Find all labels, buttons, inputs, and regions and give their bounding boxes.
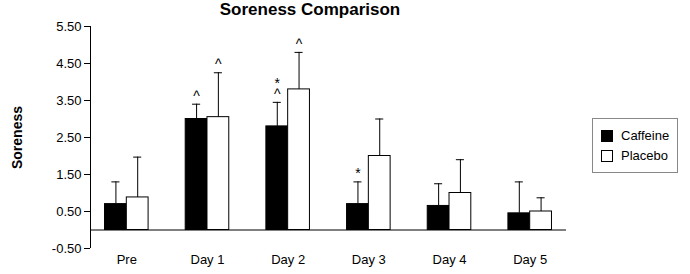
svg-text:4.50: 4.50 <box>56 56 81 71</box>
svg-text:Soreness: Soreness <box>9 106 25 169</box>
svg-text:^: ^ <box>193 88 200 104</box>
svg-text:-0.50: -0.50 <box>52 241 82 256</box>
svg-text:*: * <box>355 165 361 181</box>
svg-text:0.50: 0.50 <box>56 204 81 219</box>
svg-text:Pre: Pre <box>117 252 137 267</box>
svg-text:1.50: 1.50 <box>56 167 81 182</box>
svg-text:5.50: 5.50 <box>56 19 81 34</box>
svg-text:Day 1: Day 1 <box>190 252 224 267</box>
svg-text:Day 3: Day 3 <box>352 252 386 267</box>
svg-text:^: ^ <box>296 36 303 52</box>
svg-text:Day 4: Day 4 <box>433 252 467 267</box>
svg-text:Day 2: Day 2 <box>271 252 305 267</box>
svg-text:*: * <box>275 75 281 91</box>
svg-text:^: ^ <box>215 56 222 72</box>
html-text:Placebo: Placebo <box>621 148 668 163</box>
svg-text:2.50: 2.50 <box>56 130 81 145</box>
svg-text:Day 5: Day 5 <box>513 252 547 267</box>
svg-text:3.50: 3.50 <box>56 93 81 108</box>
html-text:Caffeine: Caffeine <box>621 128 670 143</box>
html-text:Soreness Comparison: Soreness Comparison <box>219 0 401 19</box>
